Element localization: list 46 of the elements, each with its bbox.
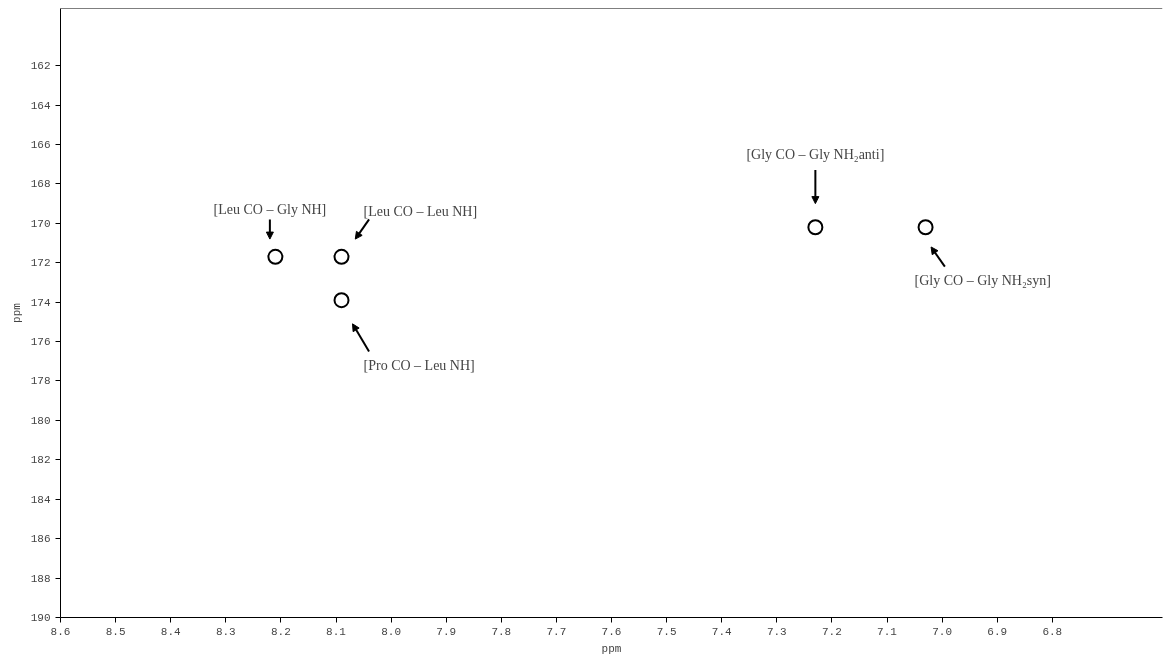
- x-tick-label: 8.2: [271, 625, 291, 638]
- annotation: [Gly CO – Gly NH₂syn]: [914, 272, 1051, 288]
- x-axis-title: ppm: [601, 642, 622, 655]
- y-tick-label: 188: [30, 572, 51, 585]
- y-tick-label: 162: [30, 60, 51, 73]
- x-tick-label: 8.6: [50, 625, 71, 638]
- x-tick-label: 7.2: [822, 625, 842, 638]
- y-tick-label: 172: [30, 257, 51, 270]
- y-tick-label: 174: [30, 296, 51, 309]
- y-tick-label: 176: [30, 336, 51, 349]
- x-tick-label: 7.5: [656, 625, 677, 638]
- annotation: [Gly CO – Gly NH₂anti]: [746, 146, 885, 162]
- x-tick-label: 7.9: [436, 625, 457, 638]
- annotation: [Pro CO – Leu NH]: [363, 357, 475, 373]
- x-tick-label: 7.1: [877, 625, 898, 638]
- x-tick-label: 7.0: [932, 625, 953, 638]
- y-tick-label: 164: [30, 99, 51, 112]
- point: [333, 292, 350, 309]
- y-axis-title: ppm: [10, 302, 23, 323]
- x-tick-label: 8.4: [160, 625, 181, 638]
- y-tick-label: 180: [30, 414, 51, 427]
- x-tick-label: 8.1: [326, 625, 347, 638]
- y-tick-label: 186: [30, 533, 51, 546]
- point: [917, 219, 934, 236]
- point: [807, 219, 824, 236]
- point: [267, 248, 284, 265]
- x-tick-label: 7.3: [766, 625, 787, 638]
- x-tick-label: 7.7: [546, 625, 567, 638]
- y-tick-label: 178: [30, 375, 51, 388]
- x-tick-label: 7.4: [711, 625, 732, 638]
- annotation: [Leu CO – Gly NH]: [213, 202, 327, 218]
- y-tick-label: 166: [30, 138, 51, 151]
- point: [333, 248, 350, 265]
- y-tick-label: 190: [30, 612, 51, 624]
- x-tick-label: 8.5: [105, 625, 126, 638]
- x-tick-label: 8.0: [381, 625, 402, 638]
- x-tick-label: 7.6: [601, 625, 622, 638]
- annotation: [Leu CO – Leu NH]: [363, 204, 478, 219]
- x-tick-label: 6.8: [1042, 625, 1063, 638]
- y-tick-label: 184: [30, 493, 51, 506]
- y-tick-label: 168: [30, 178, 51, 191]
- y-tick-label: 170: [30, 217, 51, 230]
- x-tick-label: 6.9: [987, 625, 1008, 638]
- x-tick-label: 8.3: [215, 625, 236, 638]
- x-tick-label: 7.8: [491, 625, 512, 638]
- y-tick-label: 182: [30, 454, 51, 467]
